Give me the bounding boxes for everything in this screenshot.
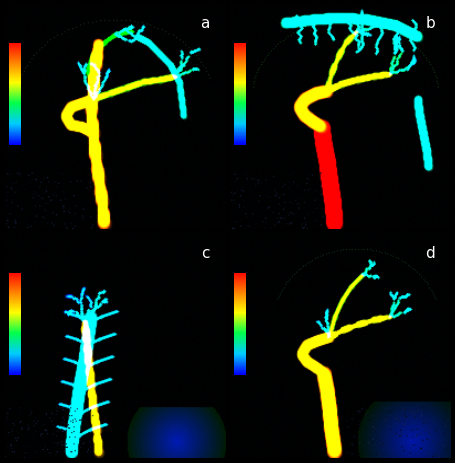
Text: d: d (425, 245, 435, 260)
Text: c: c (202, 245, 210, 260)
Text: a: a (201, 16, 210, 31)
Text: b: b (425, 16, 435, 31)
